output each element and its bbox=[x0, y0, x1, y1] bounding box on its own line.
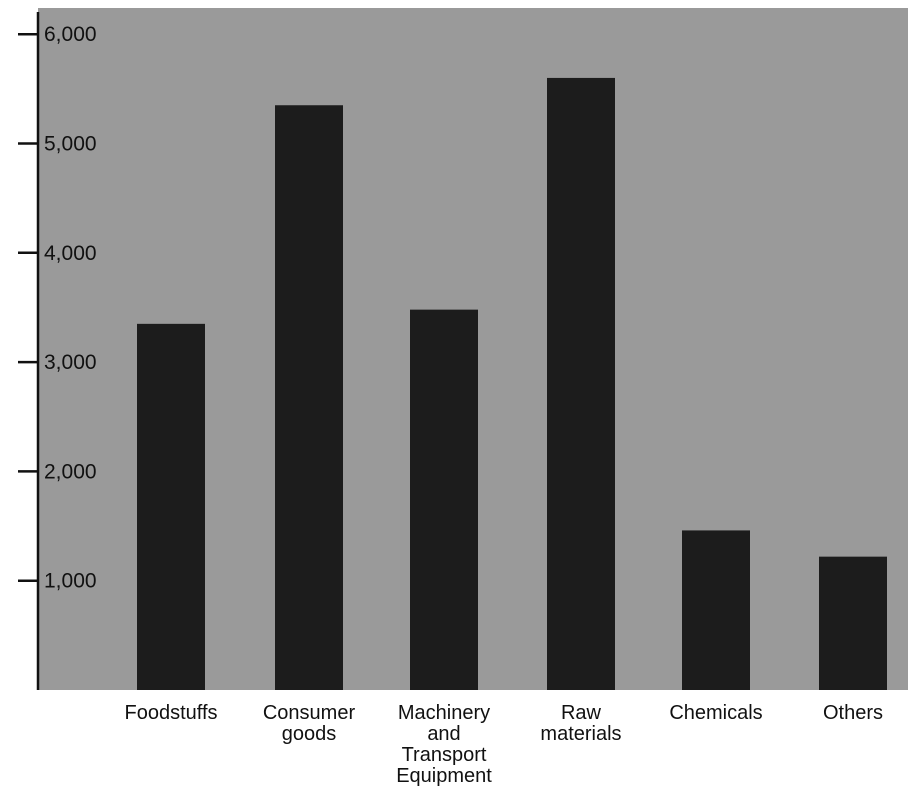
bar-consumer bbox=[275, 105, 343, 690]
x-category-label: Chemicals bbox=[669, 702, 762, 724]
y-tick-label: 6,000 bbox=[44, 23, 97, 46]
bar-chemicals bbox=[682, 530, 750, 690]
y-tick-label: 1,000 bbox=[44, 570, 97, 593]
x-category-label: Consumer goods bbox=[263, 702, 356, 745]
bar-others bbox=[819, 557, 887, 690]
x-labels-group: Foodstuffs Consumer goods Machinery and Trans… bbox=[124, 702, 883, 787]
y-tick-label: 5,000 bbox=[44, 133, 97, 156]
x-category-label: Raw materials bbox=[540, 702, 621, 745]
bar-machinery bbox=[410, 310, 478, 690]
bar-raw bbox=[547, 78, 615, 690]
x-category-label: Others bbox=[823, 702, 883, 724]
x-category-label: Foodstuffs bbox=[124, 702, 217, 724]
bar-foodstuffs bbox=[137, 324, 205, 690]
y-tick-label: 4,000 bbox=[44, 242, 97, 265]
x-category-label: Machinery and Transport Equipment bbox=[396, 702, 492, 787]
y-tick-label: 2,000 bbox=[44, 460, 97, 483]
y-tick-label: 3,000 bbox=[44, 351, 97, 374]
